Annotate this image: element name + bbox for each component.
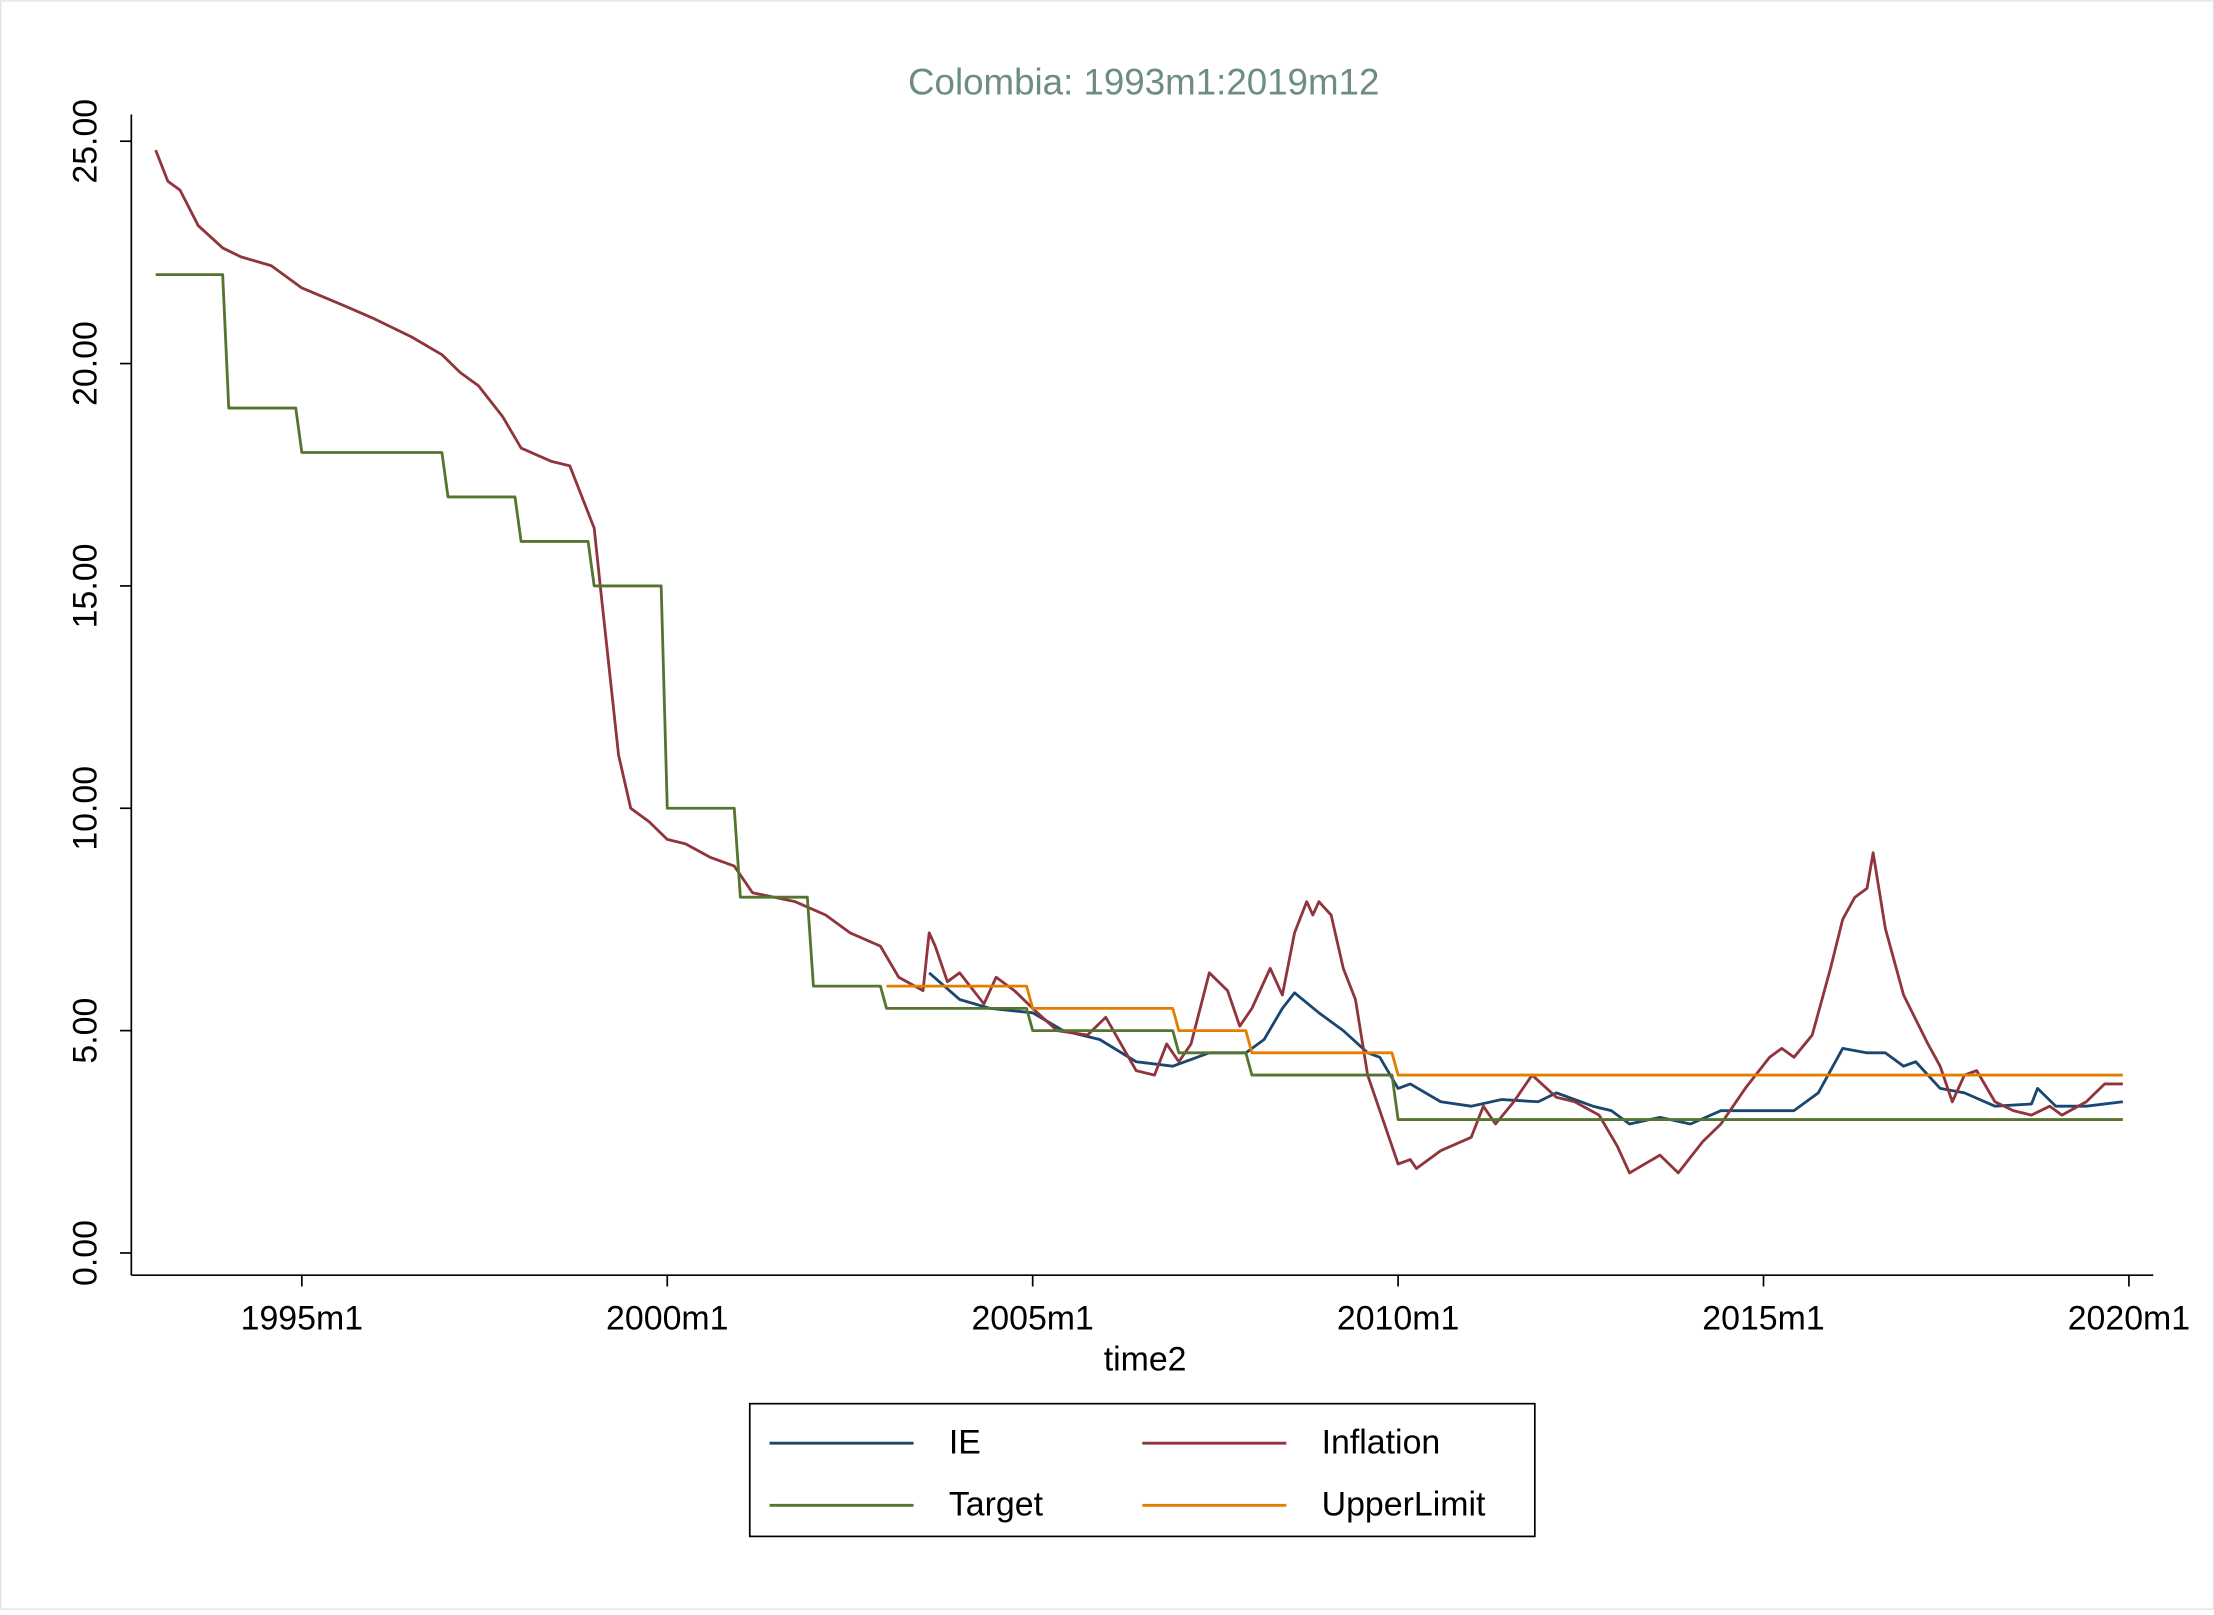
y-tick-label: 10.00 <box>66 766 104 851</box>
legend-box <box>748 1402 1536 1538</box>
legend-label: Target <box>949 1486 1044 1524</box>
series-line <box>155 273 2123 1121</box>
x-axis-title: time2 <box>1104 1340 1187 1378</box>
y-tick-label: 5.00 <box>66 998 104 1064</box>
x-tick-label: 2010m1 <box>1337 1299 1459 1337</box>
y-tick-label: 25.00 <box>66 99 104 184</box>
x-tick-label: 1995m1 <box>241 1299 363 1337</box>
chart-title: Colombia: 1993m1:2019m12 <box>908 62 1379 103</box>
legend-label: IE <box>949 1424 981 1462</box>
x-tick-label: 2020m1 <box>2068 1299 2190 1337</box>
y-tick-label: 20.00 <box>66 321 104 406</box>
legend-label: Inflation <box>1322 1424 1441 1462</box>
legend-label: UpperLimit <box>1322 1486 1486 1524</box>
x-tick-label: 2015m1 <box>1702 1299 1824 1337</box>
y-tick-label: 0.00 <box>66 1220 104 1286</box>
series-line <box>154 149 2123 1175</box>
series-line <box>886 984 2123 1077</box>
y-tick-label: 15.00 <box>66 544 104 629</box>
x-tick-label: 2005m1 <box>971 1299 1093 1337</box>
x-tick-label: 2000m1 <box>606 1299 728 1337</box>
